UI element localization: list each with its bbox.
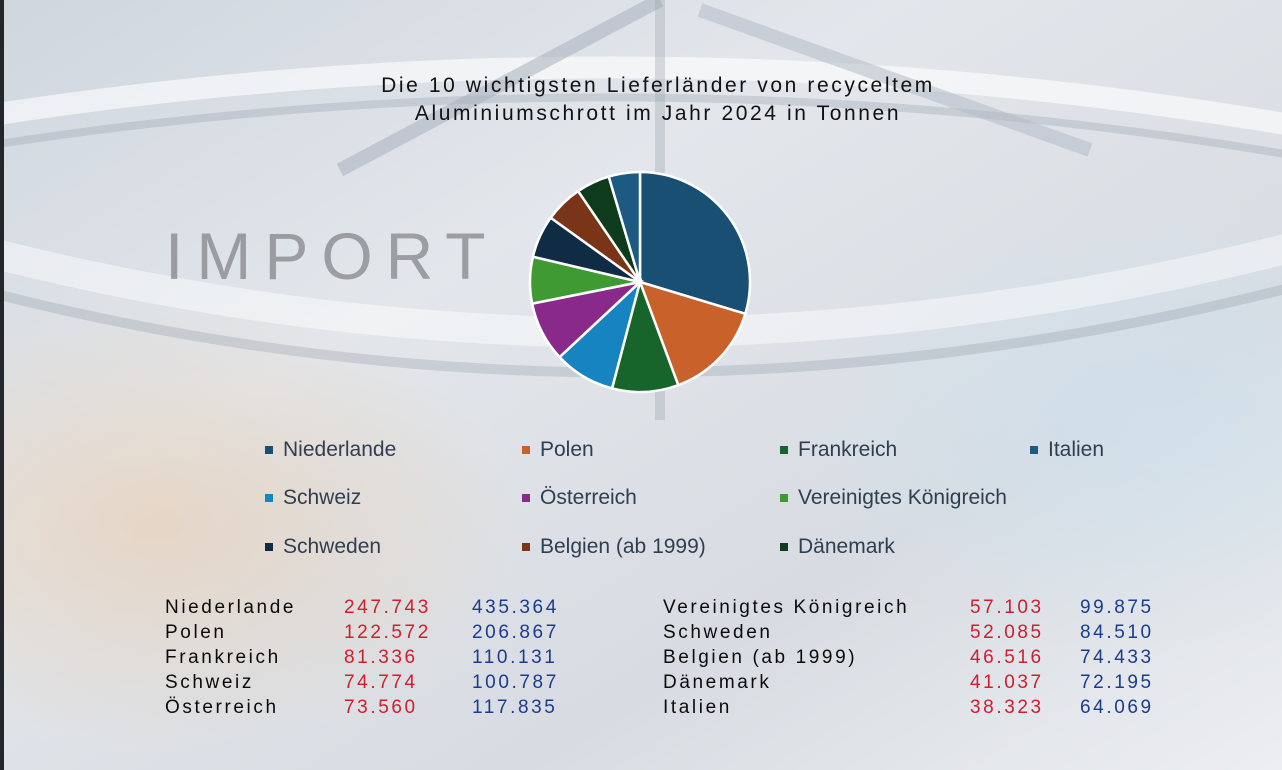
table-value-blue: 99.875 <box>1080 597 1154 618</box>
legend-swatch <box>1030 446 1038 454</box>
table-country-name: Schweden <box>663 622 773 643</box>
legend-label: Dänemark <box>798 535 895 558</box>
pie-chart <box>528 170 752 394</box>
legend-item: Niederlande <box>265 437 396 463</box>
table-value-blue: 100.787 <box>472 672 559 693</box>
legend-swatch <box>265 446 273 454</box>
pie-slice-niederlande <box>638 170 752 316</box>
table-country-name: Frankreich <box>165 647 281 668</box>
table-row: Schweden 52.085 84.510 <box>0 622 1282 647</box>
table-value-blue: 206.867 <box>472 622 559 643</box>
table-value-blue: 74.433 <box>1080 647 1154 668</box>
pie-slice-polen <box>637 280 747 387</box>
table-country-name: Vereinigtes Königreich <box>663 597 910 618</box>
table-row: Dänemark 41.037 72.195 <box>0 672 1282 697</box>
table-row: Niederlande 247.743 435.364 <box>0 597 1282 622</box>
legend-swatch <box>780 543 788 551</box>
legend-label: Niederlande <box>283 438 397 461</box>
table-row: Frankreich 81.336 110.131 <box>0 647 1282 672</box>
chart-title-line-1: Die 10 wichtigsten Lieferländer von recy… <box>381 74 935 97</box>
table-country-name: Italien <box>663 697 732 718</box>
legend-label: Vereinigtes Königreich <box>798 486 1007 509</box>
table-value-blue: 110.131 <box>472 647 558 668</box>
table-value-red: 247.743 <box>344 597 431 618</box>
table-country-name: Dänemark <box>663 672 772 693</box>
legend-item: Schweden <box>265 534 381 560</box>
legend-label: Italien <box>1048 438 1105 461</box>
table-value-blue: 84.510 <box>1080 622 1154 643</box>
pie-slice-italien <box>607 170 642 283</box>
legend-label: Belgien (ab 1999) <box>540 535 706 558</box>
table-row: Österreich 73.560 117.835 <box>0 697 1282 722</box>
legend-label: Polen <box>540 438 594 461</box>
table-row: Belgien (ab 1999) 46.516 74.433 <box>0 647 1282 672</box>
legend-swatch <box>522 543 530 551</box>
table-value-red: 41.037 <box>970 672 1044 693</box>
table-row: Italien 38.323 64.069 <box>0 697 1282 722</box>
table-value-blue: 64.069 <box>1080 697 1154 718</box>
table-country-name: Polen <box>165 622 227 643</box>
legend-label: Schweden <box>283 535 382 558</box>
legend-label: Schweiz <box>283 486 362 509</box>
legend-swatch <box>780 446 788 454</box>
legend-item: Italien <box>1030 437 1104 463</box>
chart-title-line-2: Aluminiumschrott im Jahr 2024 in Tonnen <box>414 102 902 125</box>
left-edge-strip <box>0 0 4 770</box>
table-value-red: 81.336 <box>344 647 418 668</box>
legend-swatch <box>522 494 530 502</box>
table-value-red: 74.774 <box>344 672 418 693</box>
table-value-red: 57.103 <box>970 597 1044 618</box>
table-country-name: Belgien (ab 1999) <box>663 647 858 668</box>
legend-item: Vereinigtes Königreich <box>780 485 1007 511</box>
table-row: Schweiz 74.774 100.787 <box>0 672 1282 697</box>
legend-swatch <box>265 494 273 502</box>
table-value-red: 46.516 <box>970 647 1044 668</box>
table-row: Polen 122.572 206.867 <box>0 622 1282 647</box>
table-country-name: Niederlande <box>165 597 297 618</box>
legend-item: Dänemark <box>780 534 895 560</box>
table-country-name: Schweiz <box>165 672 254 693</box>
table-value-red: 52.085 <box>970 622 1044 643</box>
legend-item: Schweiz <box>265 485 361 511</box>
table-value-red: 38.323 <box>970 697 1044 718</box>
legend-label: Österreich <box>540 486 637 509</box>
legend-swatch <box>780 494 788 502</box>
legend-swatch <box>265 543 273 551</box>
table-value-blue: 72.195 <box>1080 672 1154 693</box>
import-watermark: IMPORT <box>165 219 499 293</box>
legend-label: Frankreich <box>798 438 898 461</box>
table-value-red: 73.560 <box>344 697 418 718</box>
legend-item: Belgien (ab 1999) <box>522 534 706 560</box>
table-value-blue: 435.364 <box>472 597 559 618</box>
legend-item: Österreich <box>522 485 637 511</box>
table-value-blue: 117.835 <box>472 697 558 718</box>
legend-item: Polen <box>522 437 594 463</box>
legend-swatch <box>522 446 530 454</box>
table-row: Vereinigtes Königreich 57.103 99.875 <box>0 597 1282 622</box>
table-value-red: 122.572 <box>344 622 431 643</box>
table-country-name: Österreich <box>165 697 279 718</box>
legend-item: Frankreich <box>780 437 897 463</box>
